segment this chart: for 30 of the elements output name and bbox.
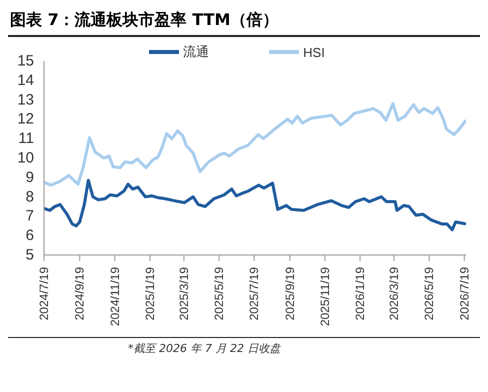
x-tick-label: 2025/5/19 xyxy=(212,266,226,320)
x-tick-label: 2026/7/19 xyxy=(457,266,472,320)
y-tick-label: 11 xyxy=(18,130,34,148)
text: *截至 2026 年 7 月 22 日收盘 xyxy=(128,342,280,355)
y-tick-label: 8 xyxy=(26,188,34,206)
y-tick-label: 10 xyxy=(17,150,34,166)
x-tick-label: 2024/7/19 xyxy=(37,266,51,320)
y-tick-label: 12 xyxy=(17,110,34,128)
x-tick-label: 2025/7/19 xyxy=(247,266,262,320)
x-tick-label: 2024/11/19 xyxy=(108,266,122,326)
y-tick-label: 5 xyxy=(26,246,34,264)
x-tick-label: 2025/9/19 xyxy=(282,266,297,320)
y-tick-label: 7 xyxy=(26,208,34,225)
line-series xyxy=(44,178,466,232)
y-tick-label: 6 xyxy=(26,227,34,244)
y-tick-label: 15 xyxy=(17,52,34,70)
x-tick-label: 2024/9/19 xyxy=(72,266,87,320)
chart-title: 图表 7：流通板块市盈率 TTM（倍） xyxy=(8,8,480,37)
legend-label: 流通 xyxy=(183,43,210,61)
x-tick-label: 2025/11/19 xyxy=(318,266,332,326)
x-tick-label: 2025/1/19 xyxy=(142,266,157,320)
x-tick-label: 2026/3/19 xyxy=(387,266,402,320)
x-tick-label: 2025/3/19 xyxy=(176,266,191,320)
legend-label: HSI xyxy=(303,44,325,60)
y-tick-label: 14 xyxy=(17,72,34,89)
y-tick-label: 9 xyxy=(26,168,34,186)
x-tick-label: 2026/1/19 xyxy=(353,266,368,320)
line-series xyxy=(44,102,466,187)
x-tick-label: 2026/5/19 xyxy=(422,266,436,320)
y-tick-label: 13 xyxy=(17,91,34,108)
